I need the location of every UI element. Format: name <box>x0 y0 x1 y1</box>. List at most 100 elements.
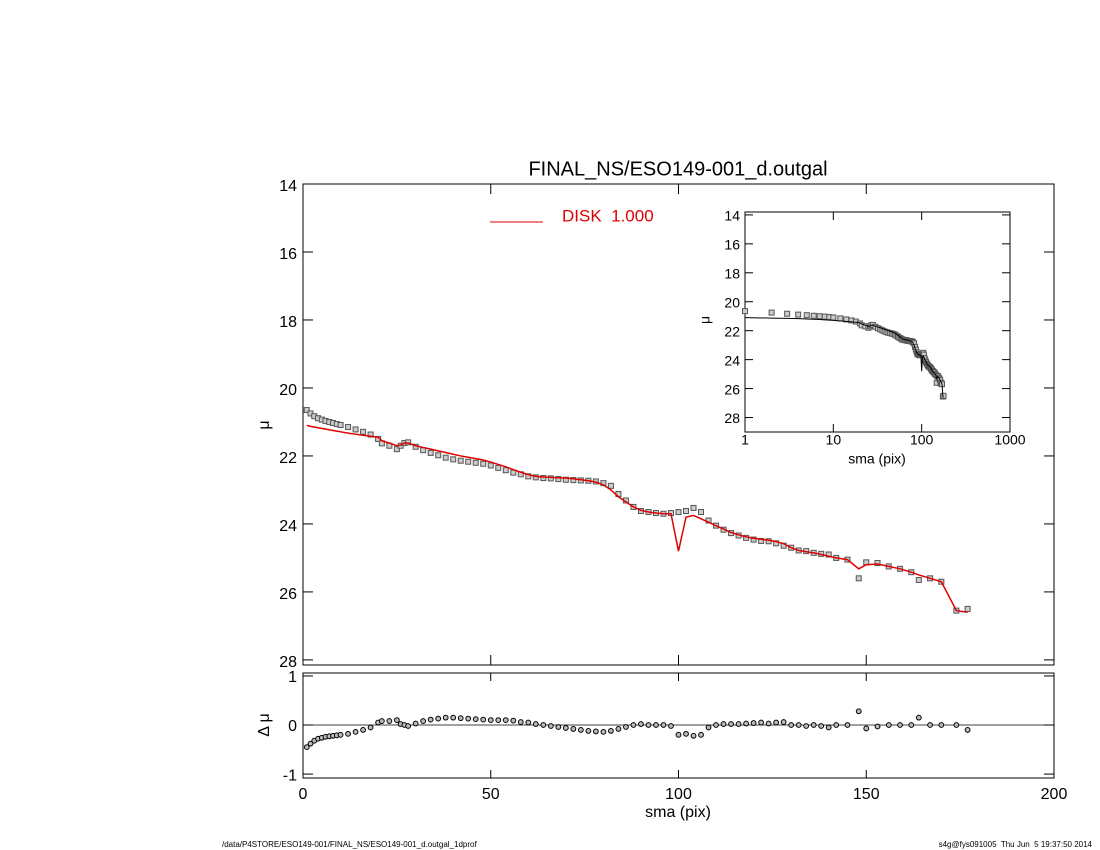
residual-point <box>938 722 945 728</box>
y-tick-label: 26 <box>279 586 297 603</box>
residual-y-tick-label: -1 <box>283 767 297 784</box>
data-point <box>758 537 765 544</box>
residual-point <box>487 717 494 724</box>
y-tick-label: 24 <box>279 518 297 535</box>
residual-point <box>360 727 366 733</box>
data-point <box>698 509 705 516</box>
y-tick-label: 28 <box>279 654 297 671</box>
residual-point <box>885 722 892 728</box>
residual-point <box>874 723 881 730</box>
y-tick-label: 18 <box>279 314 297 331</box>
inset-model-line <box>744 317 944 398</box>
inset-y-tick-label: 24 <box>724 352 740 368</box>
residual-point <box>765 720 772 727</box>
residual-point <box>833 722 840 728</box>
x-axis-label: sma (pix) <box>645 804 711 821</box>
residual-point <box>378 718 385 724</box>
y-tick-label: 22 <box>279 450 297 467</box>
residual-point <box>393 717 400 724</box>
residual-point <box>690 732 697 739</box>
residual-point <box>844 722 851 728</box>
residual-point <box>825 724 832 731</box>
residual-point <box>668 723 674 729</box>
data-point <box>393 446 400 453</box>
inset-y-label: μ <box>697 316 713 324</box>
footer-right: s4g@fys091005 Thu Jun 5 19:37:50 2014 <box>939 840 1093 849</box>
inset-point <box>810 312 817 319</box>
main-frame <box>302 183 1055 666</box>
residual-point <box>698 731 704 738</box>
inset-point <box>837 315 844 322</box>
residual-point <box>585 727 592 734</box>
residual-point <box>457 715 464 722</box>
y-axis-label: μ <box>256 420 273 429</box>
residual-point <box>472 716 479 723</box>
residual-point <box>735 721 742 727</box>
data-point <box>683 508 690 515</box>
data-point <box>435 452 442 459</box>
residual-point <box>927 722 933 728</box>
data-point <box>367 431 374 438</box>
residual-y-tick-label: 1 <box>288 669 297 686</box>
data-point <box>337 422 344 429</box>
inset-x-label: sma (pix) <box>848 451 906 467</box>
residual-point <box>758 719 765 726</box>
residual-point <box>502 717 509 724</box>
inset-frame <box>744 211 1011 433</box>
data-point <box>472 459 479 466</box>
x-tick-label: 0 <box>299 786 308 803</box>
residual-point <box>863 725 870 732</box>
data-point <box>487 462 494 469</box>
inset-point <box>940 392 947 399</box>
residual-point <box>562 725 569 731</box>
residual-point <box>720 721 727 727</box>
residual-point <box>412 720 419 727</box>
data-point <box>442 454 449 461</box>
inset-point <box>830 314 837 321</box>
data-point <box>352 426 359 433</box>
data-point <box>562 476 569 483</box>
data-point <box>360 428 367 435</box>
residual-point <box>435 715 442 722</box>
data-point <box>964 605 971 612</box>
residual-point <box>630 722 637 728</box>
residual-point <box>803 723 810 729</box>
residual-point <box>517 719 524 725</box>
residual-point <box>915 714 922 721</box>
residual-point <box>728 721 734 727</box>
data-point <box>675 509 682 516</box>
chart-title: FINAL_NS/ESO149-001_d.outgal <box>528 158 827 180</box>
residual-point <box>705 724 712 731</box>
residual-point <box>367 724 374 731</box>
residual-point <box>600 728 607 735</box>
residual-point <box>386 718 393 724</box>
data-point <box>450 456 457 463</box>
residual-point <box>795 722 802 728</box>
data-point <box>855 575 862 582</box>
residual-point <box>592 728 599 735</box>
inset-y-tick-label: 16 <box>724 237 740 253</box>
residual-point <box>442 714 449 721</box>
residual-point <box>780 719 787 725</box>
residual-point <box>653 722 659 728</box>
residual-point <box>615 726 622 732</box>
data-point <box>825 551 832 558</box>
y-tick-label: 20 <box>279 382 297 399</box>
residual-point <box>303 744 310 750</box>
residual-point <box>638 721 644 727</box>
residual-point <box>510 717 517 724</box>
inset-y-tick-label: 28 <box>724 410 740 426</box>
inset-y-tick-label: 18 <box>724 265 740 281</box>
data-point <box>915 577 922 584</box>
data-point <box>457 457 464 464</box>
data-point <box>502 467 509 474</box>
data-point <box>465 458 472 465</box>
inset-point <box>803 312 810 319</box>
footer-left: /data/P4STORE/ESO149-001/FINAL_NS/ESO149… <box>222 840 477 849</box>
data-point <box>427 449 434 456</box>
inset-x-tick-label: 100 <box>910 432 934 448</box>
residual-point <box>855 708 862 715</box>
y-tick-label: 14 <box>279 178 297 195</box>
residual-point <box>818 723 825 729</box>
